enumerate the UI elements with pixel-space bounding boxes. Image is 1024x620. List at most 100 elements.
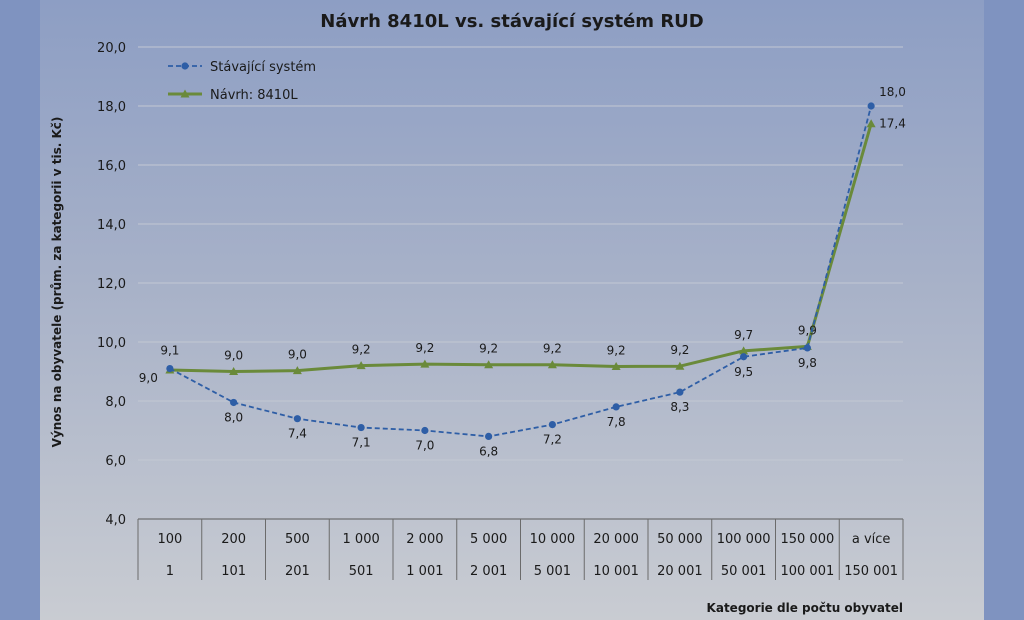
data-point: [292, 366, 302, 375]
series-line-stavajici: [169, 105, 872, 438]
x-category-upper-label: 5 000: [470, 532, 507, 547]
x-category-lower-label: 100 001: [780, 564, 834, 579]
data-label: 7,0: [415, 439, 434, 453]
y-tick-label: 16,0: [97, 159, 126, 174]
x-category-upper-label: 500: [285, 532, 310, 547]
data-point: [484, 360, 494, 369]
y-tick-label: 18,0: [97, 100, 126, 115]
x-category-lower-label: 501: [349, 564, 374, 579]
x-category-lower-label: 101: [221, 564, 246, 579]
x-category-upper-label: 100 000: [717, 532, 771, 547]
data-label: 9,2: [670, 343, 689, 357]
data-label: 18,0: [879, 85, 906, 99]
series-layer: 9,09,0 9,0 9,2 9,2 9,2 9,2 9,2 9,29,7 9,917,49,1…: [139, 85, 906, 458]
data-point: [485, 432, 493, 440]
x-category-lower-label: 5 001: [534, 564, 571, 579]
data-point: [739, 346, 749, 355]
data-label: 7,2: [543, 433, 562, 447]
data-point: [675, 361, 685, 370]
y-tick-label: 6,0: [105, 454, 126, 469]
data-point: [866, 119, 876, 128]
data-label: 9,0: [224, 349, 243, 363]
x-category-lower-label: 1 001: [406, 564, 443, 579]
x-category-upper-label: 150 000: [780, 532, 834, 547]
x-category-upper-label: 50 000: [657, 532, 703, 547]
data-point: [611, 361, 621, 370]
legend-label: Návrh: 8410L: [210, 88, 298, 103]
data-point: [548, 421, 556, 429]
x-category-upper-label: 10 000: [530, 532, 576, 547]
x-category-upper-label: 1 000: [343, 532, 380, 547]
y-tick-label: 12,0: [97, 277, 126, 292]
x-category-upper-label: a více: [852, 532, 891, 547]
x-category-lower-label: 201: [285, 564, 310, 579]
data-point: [740, 353, 748, 361]
data-label: 9,5: [734, 365, 753, 379]
data-point: [357, 423, 365, 432]
y-tick-label: 10,0: [97, 336, 126, 351]
y-axis-ticks: 4,0 6,0 8,0 10,0 12,0 14,0 16,0 18,0 20,0: [97, 41, 126, 528]
data-label: 8,3: [670, 400, 689, 414]
data-label: 9,0: [139, 371, 158, 385]
x-category-upper-label: 100: [157, 532, 182, 547]
data-label: 9,9: [798, 323, 817, 337]
data-label: 9,2: [415, 341, 434, 355]
y-tick-label: 20,0: [97, 41, 126, 56]
data-point: [230, 398, 238, 407]
series-line-navrh: [169, 123, 873, 373]
y-tick-label: 14,0: [97, 218, 126, 233]
data-point: [676, 388, 684, 396]
data-label: 8,0: [224, 410, 243, 424]
x-category-lower-label: 10 001: [593, 564, 639, 579]
legend-entry-navrh: Návrh: 8410L: [168, 88, 298, 103]
data-point: [867, 102, 875, 110]
legend-marker: [181, 62, 189, 70]
x-category-upper-label: 2 000: [406, 532, 443, 547]
data-label: 9,2: [352, 343, 371, 357]
data-label: 7,1: [352, 436, 371, 450]
legend: Stávající systém Návrh: 8410L: [168, 60, 316, 103]
data-label: 9,2: [479, 342, 498, 356]
data-point: [229, 367, 239, 375]
data-point: [547, 360, 557, 369]
data-point: [421, 426, 429, 435]
x-category-upper-label: 20 000: [593, 532, 639, 547]
grid-lines: [138, 46, 903, 520]
data-label: 9,2: [607, 343, 626, 357]
series-navrh: 9,0 9,0 9,0 9,2 9,2 9,2 9,2 9,2 9,2 9,7 9,9 17,4: [139, 117, 906, 385]
x-category-lower-label: 50 001: [721, 564, 767, 579]
data-label: 7,8: [607, 415, 626, 429]
legend-entry-stavajici: Stávající systém: [168, 60, 316, 75]
y-tick-label: 8,0: [105, 395, 126, 410]
x-category-lower-label: 20 001: [657, 564, 703, 579]
x-category-lower-label: 1: [166, 564, 174, 579]
y-axis-title: Výnos na obyvatele (prům. za kategorii v…: [50, 117, 64, 448]
data-point: [356, 361, 366, 370]
x-category-upper-label: 200: [221, 532, 246, 547]
data-point: [803, 344, 811, 352]
data-label: 9,2: [543, 342, 562, 356]
data-point: [612, 403, 620, 411]
series-stavajici: 9,1 8,0 7,4 7,1 7,0 6,8 7,2 7,8 8,3 9,5 9,8 18,0: [160, 85, 906, 458]
chart-title: Návrh 8410L vs. stávající systém RUD: [320, 11, 704, 32]
legend-label: Stávající systém: [210, 60, 316, 75]
data-label: 9,0: [288, 348, 307, 362]
data-label: 9,7: [734, 328, 753, 342]
data-label: 7,4: [288, 427, 307, 441]
x-axis-title: Kategorie dle počtu obyvatel: [707, 601, 903, 615]
y-tick-label: 4,0: [105, 513, 126, 528]
data-label: 17,4: [879, 117, 906, 131]
data-label: 6,8: [479, 444, 498, 458]
data-point: [420, 359, 430, 368]
legend-marker: [180, 89, 190, 98]
data-point: [166, 364, 174, 373]
data-label: 9,8: [798, 356, 817, 370]
chart-panel: [40, 0, 984, 620]
x-axis-category-table: 100 1 200 101 500 201 1 000 501 2 000 1 001 5 000 2…: [137, 519, 904, 580]
data-point: [293, 415, 301, 423]
x-category-lower-label: 2 001: [470, 564, 507, 579]
data-label: 9,1: [160, 344, 179, 358]
x-category-lower-label: 150 001: [844, 564, 898, 579]
